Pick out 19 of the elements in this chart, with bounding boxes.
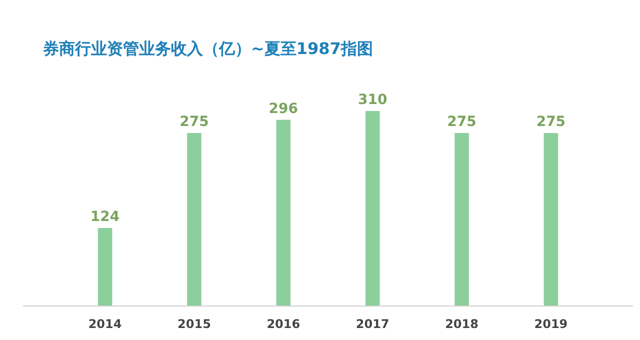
bar <box>98 228 112 306</box>
data-label: 275 <box>180 114 209 130</box>
x-tick-label: 2015 <box>178 317 211 331</box>
data-label: 275 <box>447 114 476 130</box>
x-tick-label: 2016 <box>266 317 300 331</box>
bar <box>454 133 469 306</box>
x-tick-label: 2019 <box>534 317 568 331</box>
x-tick-label: 2014 <box>88 317 122 331</box>
bar <box>544 133 558 306</box>
data-label: 296 <box>268 100 298 117</box>
x-tick-label: 2018 <box>445 317 478 331</box>
x-tick-label: 2017 <box>356 317 390 331</box>
data-label: 310 <box>358 92 388 108</box>
chart-title: 券商行业资管业务收入（亿）~夏至1987指图 <box>42 39 373 58</box>
bar <box>187 133 202 306</box>
data-label: 275 <box>536 114 566 130</box>
bar <box>365 111 380 306</box>
data-label: 124 <box>90 209 120 225</box>
bar <box>276 120 291 306</box>
